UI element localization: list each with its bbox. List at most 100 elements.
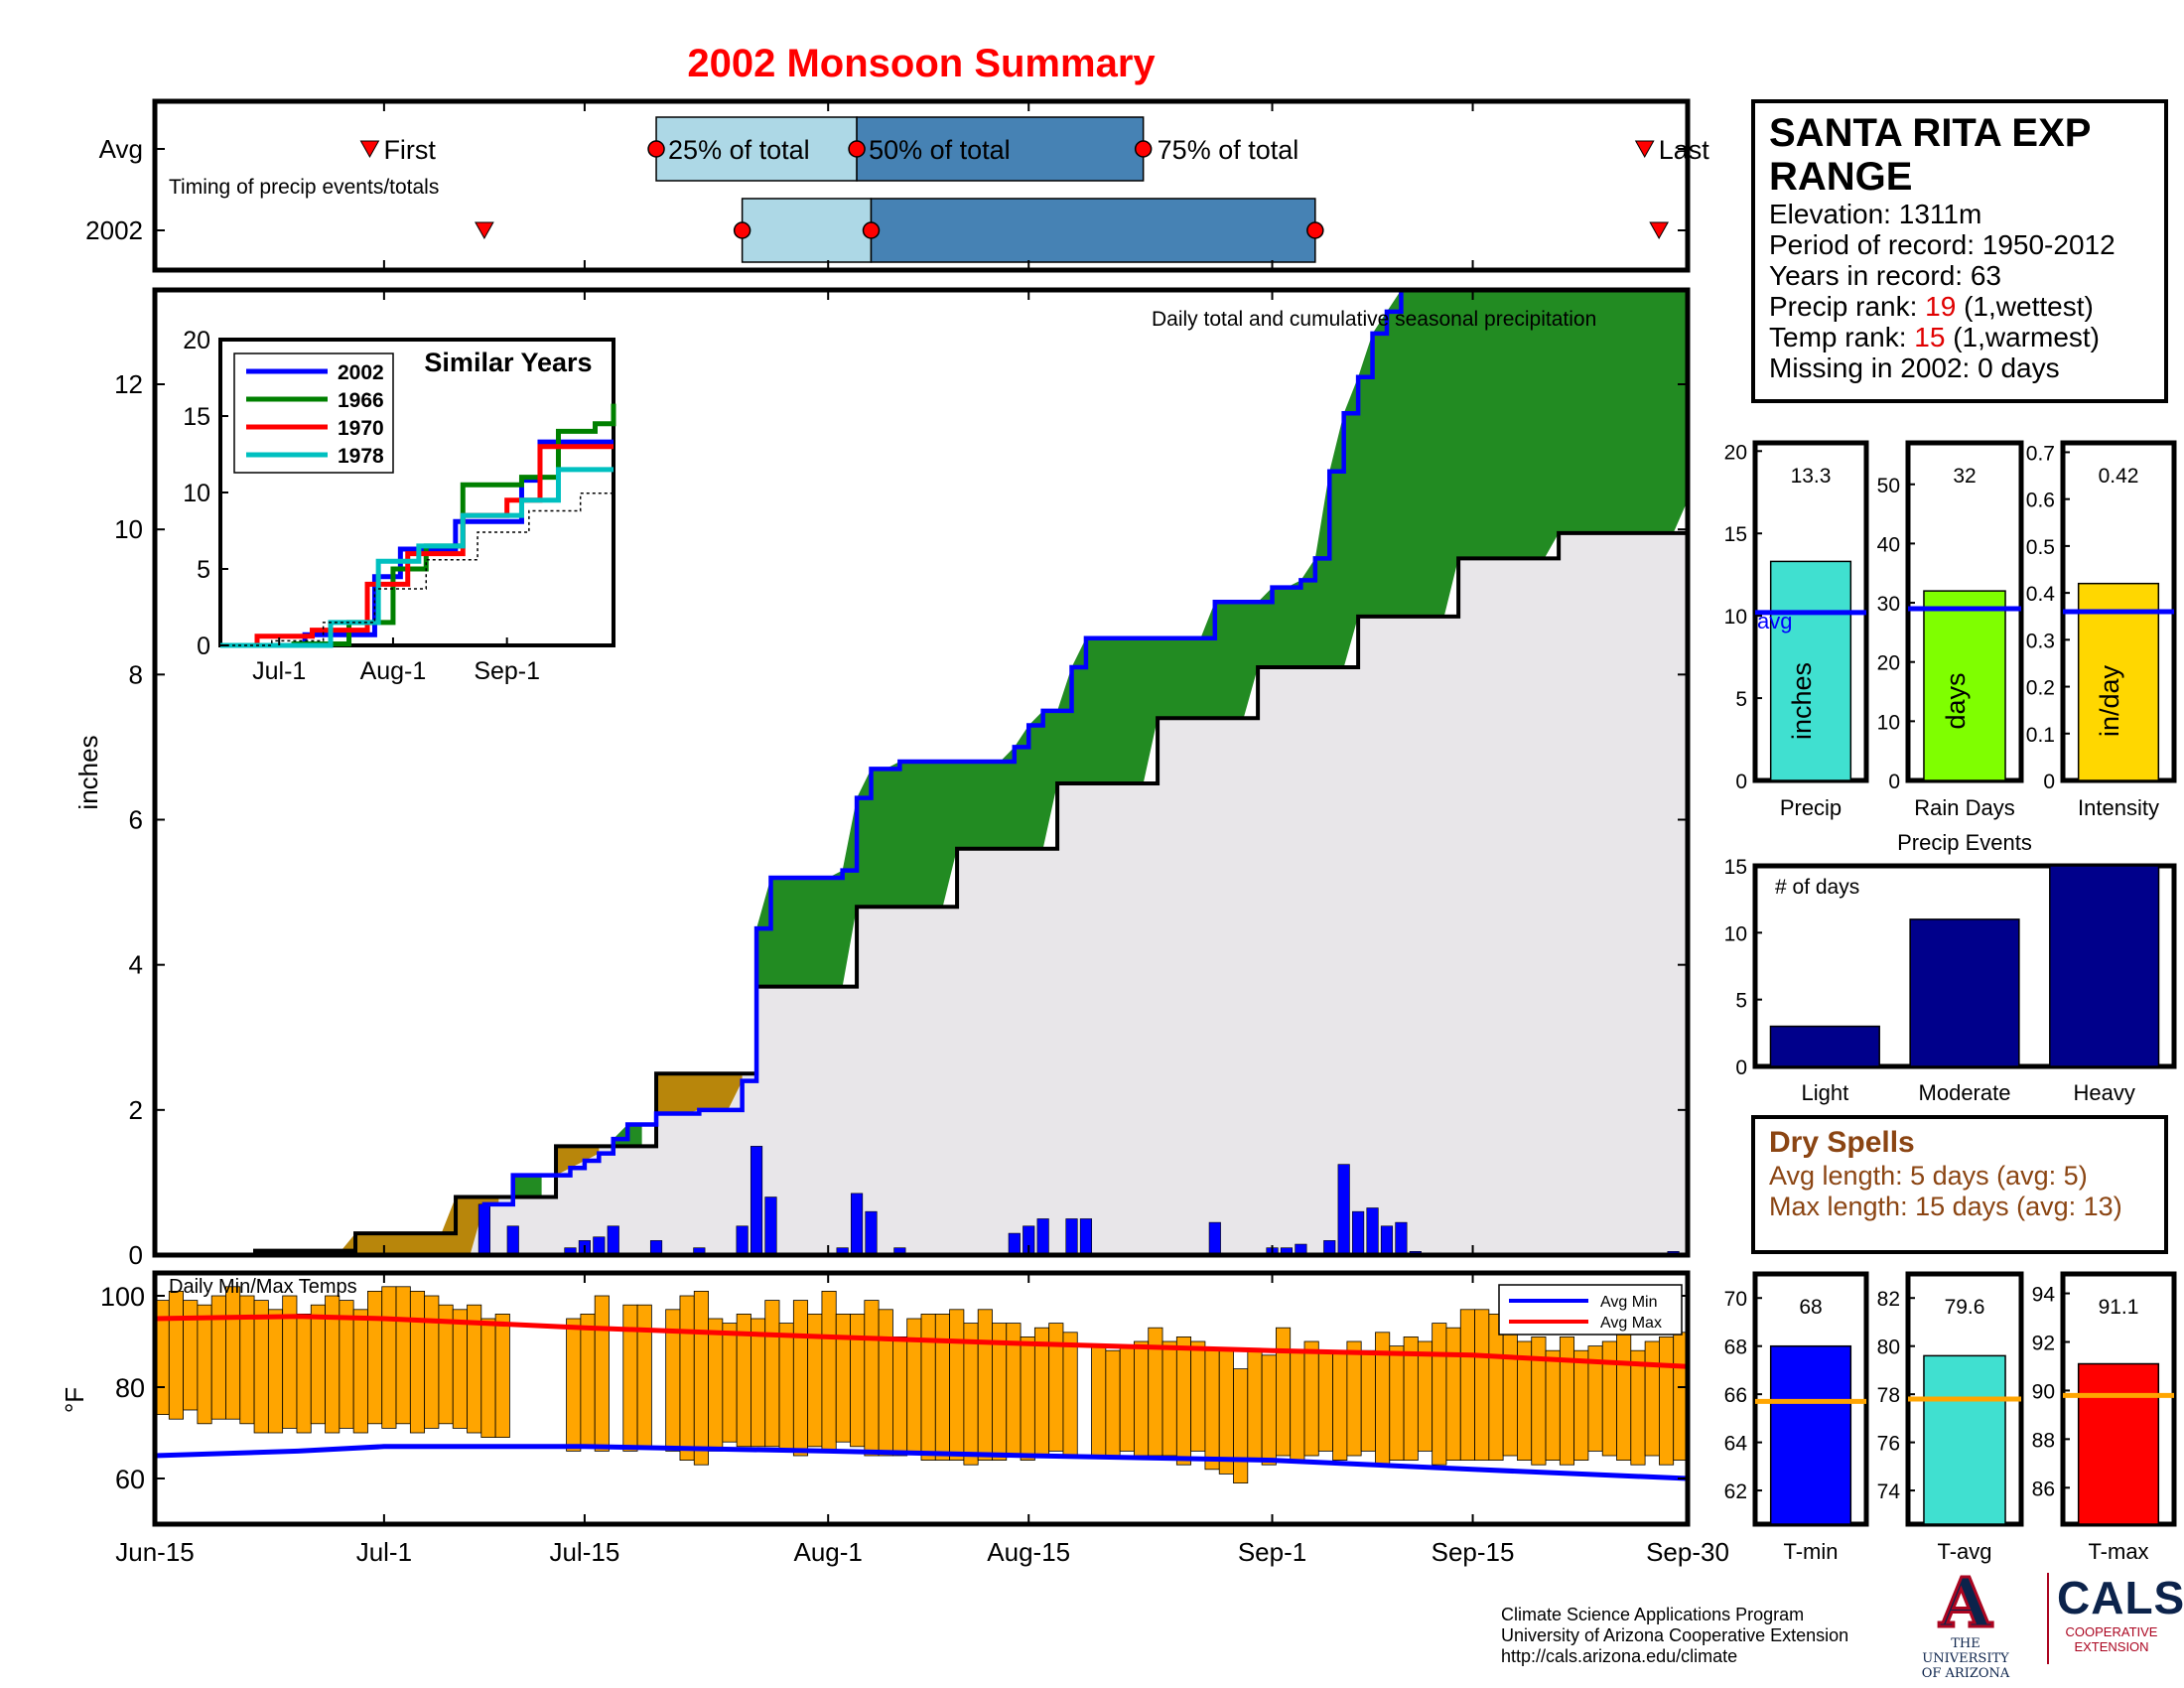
summary-y-tick-label: 62 <box>1724 1480 1747 1503</box>
summary-y-tick-label: 70 <box>1724 1288 1747 1311</box>
daily-temp-bar <box>1559 1336 1575 1466</box>
summary-bar <box>2077 1362 2160 1525</box>
daily-precip-bar <box>1036 1218 1049 1256</box>
daily-temp-bar <box>934 1314 950 1462</box>
summary-value-label: 0.42 <box>2099 465 2139 488</box>
inset-line-1978 <box>220 467 614 648</box>
timing-box-avg-25-50 <box>655 116 858 182</box>
summary-y-tick-label: 15 <box>1724 523 1747 546</box>
y-tick-label: 12 <box>114 369 143 399</box>
summary-y-tick-label: 0.7 <box>2026 442 2055 465</box>
summary-avg-label: avg <box>1757 609 1792 633</box>
daily-temp-bar <box>821 1291 837 1452</box>
timing-box-avg-50-75 <box>856 116 1145 182</box>
daily-temp-bar <box>1474 1309 1490 1462</box>
daily-temp-bar <box>1303 1340 1319 1457</box>
timing-label-50: 50% of total <box>869 135 1011 165</box>
daily-temp-bar <box>1459 1309 1475 1462</box>
cals-line-1: COOPERATIVE <box>2065 1624 2158 1639</box>
daily-temp-bar <box>1261 1354 1277 1466</box>
daily-temp-bar <box>722 1323 738 1443</box>
summary-y-tick-label: 68 <box>1724 1336 1747 1359</box>
ua-line-2: OF ARIZONA <box>1921 1666 2010 1681</box>
summary-x-label: T-max <box>2088 1539 2148 1564</box>
daily-temp-bar <box>1190 1340 1206 1452</box>
cals-logo: CALS COOPERATIVE EXTENSION <box>2057 1571 2184 1654</box>
timing-label-75: 75% of total <box>1158 135 1299 165</box>
daily-precip-bar <box>865 1210 878 1256</box>
date-tick-label: Jul-1 <box>356 1537 412 1567</box>
daily-temp-bar <box>253 1300 269 1434</box>
summary-value-label: 91.1 <box>2099 1296 2139 1319</box>
cals-line-2: EXTENSION <box>2074 1639 2149 1654</box>
daily-temp-bar <box>778 1323 794 1452</box>
daily-precip-bar <box>607 1225 619 1256</box>
station-name: SANTA RITA EXP RANGE <box>1769 111 2092 199</box>
summary-bar <box>2077 582 2160 781</box>
date-tick-label: Aug-15 <box>987 1537 1070 1567</box>
cumulative-precip-chart: 0 2 4 6 8 10 12 inches Daily total and cumulativ… <box>73 287 1691 1270</box>
daily-precip-bar <box>750 1146 763 1256</box>
daily-temp-bar <box>693 1291 709 1466</box>
daily-temp-bar <box>594 1295 610 1452</box>
events-x-label: Moderate <box>1919 1080 2011 1105</box>
temps-y-tick-label: 100 <box>100 1282 145 1312</box>
inset-x-tick-label: Aug-1 <box>360 657 427 685</box>
timing-row-label: Avg <box>99 134 143 164</box>
summary-y-tick-label: 82 <box>1877 1288 1900 1311</box>
timing-frame <box>152 98 1691 273</box>
daily-temp-bar <box>751 1318 766 1448</box>
summary-unit-label: in/day <box>2095 664 2124 737</box>
summary-y-tick-label: 5 <box>1735 688 1747 711</box>
daily-temp-bar <box>1601 1340 1617 1457</box>
daily-temp-bar <box>1502 1323 1518 1457</box>
daily-temp-bar <box>225 1286 241 1420</box>
y-tick-label: 8 <box>129 659 143 689</box>
summary-chart-t-max: 86 88 90 92 94 91.1 T-max <box>2032 1271 2177 1564</box>
dry-spells-avg: Avg length: 5 days (avg: 5) <box>1769 1161 2088 1191</box>
daily-temp-bar <box>1659 1336 1675 1466</box>
daily-precip-bar <box>1065 1218 1078 1256</box>
daily-temp-bar <box>1175 1336 1192 1466</box>
summary-value-label: 79.6 <box>1945 1296 1985 1319</box>
daily-temp-bar <box>864 1300 880 1457</box>
events-y-tick-label: 15 <box>1724 856 1747 879</box>
inset-legend-label: 1978 <box>338 445 384 468</box>
credits: Climate Science Applications Program Uni… <box>1501 1605 1848 1667</box>
summary-y-tick-label: 64 <box>1724 1433 1748 1456</box>
cumulative-annotation: Daily total and cumulative seasonal prec… <box>1152 308 1596 331</box>
events-x-label: Light <box>1801 1080 1848 1105</box>
daily-temp-bar <box>1417 1340 1433 1452</box>
daily-temp-bar <box>1033 1327 1050 1457</box>
daily-temp-bar <box>197 1304 212 1425</box>
summary-chart-precip: 0 5 10 15 20 13.3 Precip inches avg <box>1724 440 1869 820</box>
y-tick-label: 10 <box>114 514 143 544</box>
daily-temp-bar <box>580 1314 596 1448</box>
daily-precip-bar <box>736 1225 749 1256</box>
summary-y-tick-label: 40 <box>1877 533 1900 556</box>
station-years: Years in record: 63 <box>1769 260 2001 291</box>
avg-min-line <box>154 1444 1689 1481</box>
summary-y-tick-label: 0.5 <box>2026 536 2055 559</box>
summary-chart-t-avg: 74 76 78 80 82 79.6 T-avg <box>1877 1271 2024 1564</box>
daily-temp-bar <box>1247 1349 1263 1461</box>
summary-y-tick-label: 88 <box>2032 1429 2055 1452</box>
timing-marker-p50 <box>848 140 866 158</box>
inset-title: Similar Years <box>424 348 592 377</box>
date-tick-label: Sep-15 <box>1432 1537 1515 1567</box>
logo-divider <box>2047 1573 2049 1664</box>
summary-y-tick-label: 78 <box>1877 1384 1900 1407</box>
date-tick-label: Sep-30 <box>1646 1537 1729 1567</box>
daily-temp-bar <box>310 1304 326 1425</box>
summary-y-tick-label: 30 <box>1877 593 1900 616</box>
daily-temp-bar <box>1119 1345 1135 1452</box>
daily-precip-bar <box>1380 1225 1394 1256</box>
daily-temp-bar <box>1445 1327 1461 1461</box>
daily-temp-bar <box>409 1291 426 1434</box>
timing-row-label: 2002 <box>85 215 143 245</box>
dry-spells-box: Dry Spells Avg length: 5 days (avg: 5) M… <box>1751 1115 2168 1254</box>
temps-y-tick-label: 60 <box>115 1465 145 1494</box>
daily-temp-bar <box>1346 1340 1362 1457</box>
summary-y-tick-label: 10 <box>1724 606 1747 629</box>
daily-temp-bar <box>1644 1340 1660 1457</box>
